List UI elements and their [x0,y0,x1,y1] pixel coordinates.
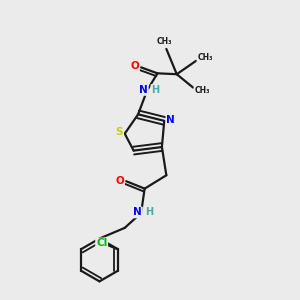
Text: H: H [145,207,154,218]
Text: S: S [116,127,123,137]
Text: CH₃: CH₃ [197,53,213,62]
Text: O: O [115,176,124,186]
Text: Cl: Cl [96,238,107,248]
Text: N: N [139,85,148,95]
Text: H: H [151,85,159,95]
Text: CH₃: CH₃ [194,86,210,95]
Text: O: O [130,61,139,71]
Text: CH₃: CH₃ [157,37,172,46]
Text: N: N [133,207,142,218]
Text: N: N [167,115,175,125]
